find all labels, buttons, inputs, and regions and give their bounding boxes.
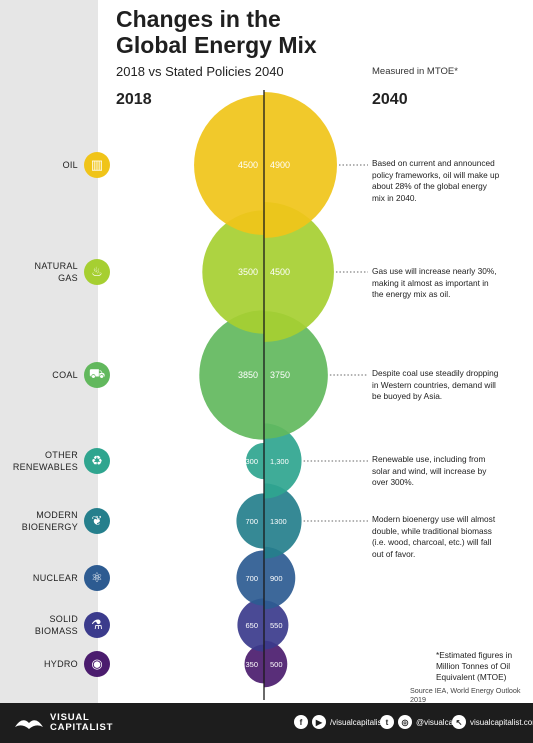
bubble-2040-6: [264, 546, 296, 610]
bubble-2040-4: [264, 423, 302, 499]
bubble-2040-8: [264, 640, 288, 688]
handle-visualcap[interactable]: @visualcap: [416, 717, 458, 727]
visual-capitalist-logo[interactable]: VISUAL CAPITALIST: [14, 713, 113, 733]
bubble-2018-6: [236, 550, 264, 606]
value-label-2018-4: 300: [245, 457, 258, 466]
bubble-2018-1: [194, 95, 264, 235]
logo-text-2: CAPITALIST: [50, 722, 114, 733]
bubble-2040-1: [264, 92, 337, 238]
bubble-2018-5: [236, 493, 264, 549]
value-label-2040-3: 3750: [270, 370, 290, 380]
flame-icon: ♨: [84, 259, 110, 285]
category-label-4: OTHER RENEWABLES: [12, 450, 78, 472]
handle-visualcapitalist[interactable]: /visualcapitalist: [330, 717, 384, 727]
atom-icon: ⚛: [84, 565, 110, 591]
oil-barrel-icon: ▥: [84, 152, 110, 178]
value-label-2040-7: 550: [270, 621, 283, 630]
twitter-icon[interactable]: t: [380, 715, 394, 729]
cursor-icon[interactable]: ↖: [452, 715, 466, 729]
category-label-7: SOLID BIOMASS: [34, 614, 78, 636]
category-label-3: COAL: [52, 370, 78, 380]
bubble-2040-3: [264, 311, 328, 439]
value-label-2040-4: 1,300: [270, 457, 289, 466]
left-category-band: [0, 0, 98, 703]
value-label-2040-2: 4500: [270, 267, 290, 277]
units-note: Measured in MTOE*: [372, 66, 458, 77]
bubble-2018-2: [202, 210, 264, 334]
facebook-icon[interactable]: f: [294, 715, 308, 729]
value-label-2018-1: 4500: [238, 160, 258, 170]
category-label-2: NATURAL GAS: [34, 261, 78, 283]
subtitle: 2018 vs Stated Policies 2040: [116, 64, 284, 79]
value-label-2018-7: 650: [245, 621, 258, 630]
flask-icon: ⚗: [84, 612, 110, 638]
value-label-2040-8: 500: [270, 660, 283, 669]
website-link[interactable]: visualcapitalist.com: [470, 717, 533, 727]
source-note: Source IEA, World Energy Outlook 2019: [410, 686, 521, 704]
category-label-5: MODERN BIOENERGY: [21, 510, 78, 532]
bubble-2018-7: [237, 598, 264, 652]
instagram-icon[interactable]: ◎: [398, 715, 412, 729]
value-label-2018-8: 350: [245, 660, 258, 669]
bubble-2018-4: [245, 442, 264, 480]
logo-text-1: VISUAL: [50, 712, 90, 723]
page-title: Changes in the Global Energy Mix: [116, 6, 376, 58]
value-label-2040-5: 1300: [270, 517, 287, 526]
youtube-icon[interactable]: ▶: [312, 715, 326, 729]
value-label-2018-6: 700: [245, 574, 258, 583]
coal-cart-icon: ⛟: [84, 362, 110, 388]
year-2040-header: 2040: [372, 91, 408, 108]
value-label-2018-5: 700: [245, 517, 258, 526]
bubble-2040-7: [264, 600, 289, 650]
title-line-2: Global Energy Mix: [116, 32, 317, 58]
social-twitter-instagram[interactable]: t ◎ @visualcap: [380, 715, 457, 729]
category-label-6: NUCLEAR: [32, 573, 78, 583]
category-label-1: OIL: [62, 160, 78, 170]
footnote: *Estimated figures in Million Tonnes of …: [436, 650, 513, 682]
annotation-note-1: Based on current and announced policy fr…: [372, 158, 500, 203]
title-line-1: Changes in the: [116, 6, 281, 32]
social-website[interactable]: ↖ visualcapitalist.com: [452, 715, 533, 729]
category-label-8: HYDRO: [43, 659, 78, 669]
value-label-2040-6: 900: [270, 574, 283, 583]
annotation-note-2: Gas use will increase nearly 30%, making…: [372, 266, 497, 299]
year-2018-header: 2018: [116, 91, 152, 108]
bubble-2040-5: [264, 483, 302, 559]
value-label-2018-2: 3500: [238, 267, 258, 277]
value-label-2018-3: 3850: [238, 370, 258, 380]
social-facebook-youtube[interactable]: f ▶ /visualcapitalist: [294, 715, 384, 729]
recycle-icon: ♻: [84, 448, 110, 474]
annotation-note-3: Despite coal use steadily dropping in We…: [372, 368, 499, 401]
water-drop-icon: ◉: [84, 651, 110, 677]
annotation-note-4: Renewable use, including from solar and …: [372, 454, 487, 487]
annotation-note-5: Modern bioenergy use will almost double,…: [372, 514, 496, 559]
bubble-2018-3: [199, 310, 264, 440]
footer-bar: VISUAL CAPITALIST f ▶ /visualcapitalist …: [0, 703, 533, 743]
leaf-icon: ❦: [84, 508, 110, 534]
bubble-2040-2: [264, 202, 334, 342]
value-label-2040-1: 4900: [270, 160, 290, 170]
logo-mark-icon: [15, 720, 43, 729]
bubble-2018-8: [244, 644, 264, 684]
